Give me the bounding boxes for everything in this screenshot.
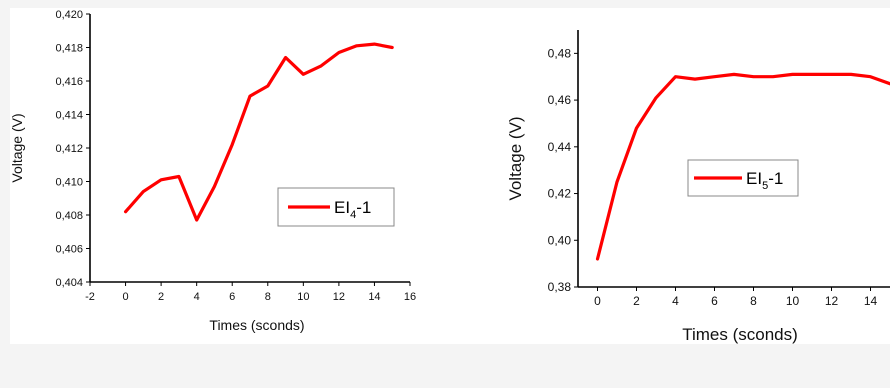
y-tick-label: 0,416 xyxy=(55,76,83,88)
y-tick-label: 0,48 xyxy=(548,46,572,60)
series-line xyxy=(123,42,394,222)
legend: EI5-1 xyxy=(687,159,799,197)
x-tick-label: 0 xyxy=(594,294,601,308)
x-tick-label: 14 xyxy=(864,294,878,308)
legend-label: EI4-1 xyxy=(334,198,371,221)
x-tick-label: -2 xyxy=(85,291,95,303)
y-tick-label: 0,404 xyxy=(55,277,83,289)
x-tick-label: 6 xyxy=(229,291,235,303)
x-tick-label: 8 xyxy=(265,291,271,303)
x-tick-label: 4 xyxy=(672,294,679,308)
x-axis-title: Times (sconds) xyxy=(682,325,798,344)
y-tick-label: 0,406 xyxy=(55,244,83,256)
y-tick-label: 0,408 xyxy=(55,210,83,222)
x-tick-label: 12 xyxy=(333,291,345,303)
x-tick-label: 14 xyxy=(368,291,380,303)
y-tick-label: 0,38 xyxy=(548,280,572,294)
legend-box xyxy=(687,159,799,197)
x-tick-label: 8 xyxy=(750,294,757,308)
x-tick-label: 2 xyxy=(633,294,640,308)
y-axis-title: Voltage (V) xyxy=(506,116,525,200)
series-line xyxy=(595,72,890,261)
y-tick-label: 0,44 xyxy=(548,140,572,154)
x-tick-label: 10 xyxy=(786,294,800,308)
x-tick-label: 6 xyxy=(711,294,718,308)
y-tick-label: 0,420 xyxy=(55,9,83,21)
y-tick-label: 0,412 xyxy=(55,143,83,155)
y-tick-label: 0,42 xyxy=(548,187,572,201)
x-tick-label: 2 xyxy=(158,291,164,303)
x-tick-label: 0 xyxy=(122,291,128,303)
y-tick-label: 0,414 xyxy=(55,110,83,122)
x-tick-label: 16 xyxy=(404,291,416,303)
y-tick-label: 0,46 xyxy=(548,93,572,107)
x-tick-label: 12 xyxy=(825,294,839,308)
y-tick-label: 0,410 xyxy=(55,177,83,189)
legend-label: EI5-1 xyxy=(746,169,783,192)
legend: EI4-1 xyxy=(277,187,395,227)
chart-ei4: 0,404 0,406 0,408 0,410 0,412 0,414 0,416 0,418… xyxy=(9,9,416,333)
y-tick-label: 0,40 xyxy=(548,233,572,247)
bottom-strip xyxy=(0,344,890,388)
y-tick-label: 0,418 xyxy=(55,43,83,55)
y-axis-title: Voltage (V) xyxy=(9,113,25,182)
x-axis-title: Times (sconds) xyxy=(209,317,304,333)
x-tick-label: 4 xyxy=(194,291,200,303)
x-tick-label: 10 xyxy=(297,291,309,303)
